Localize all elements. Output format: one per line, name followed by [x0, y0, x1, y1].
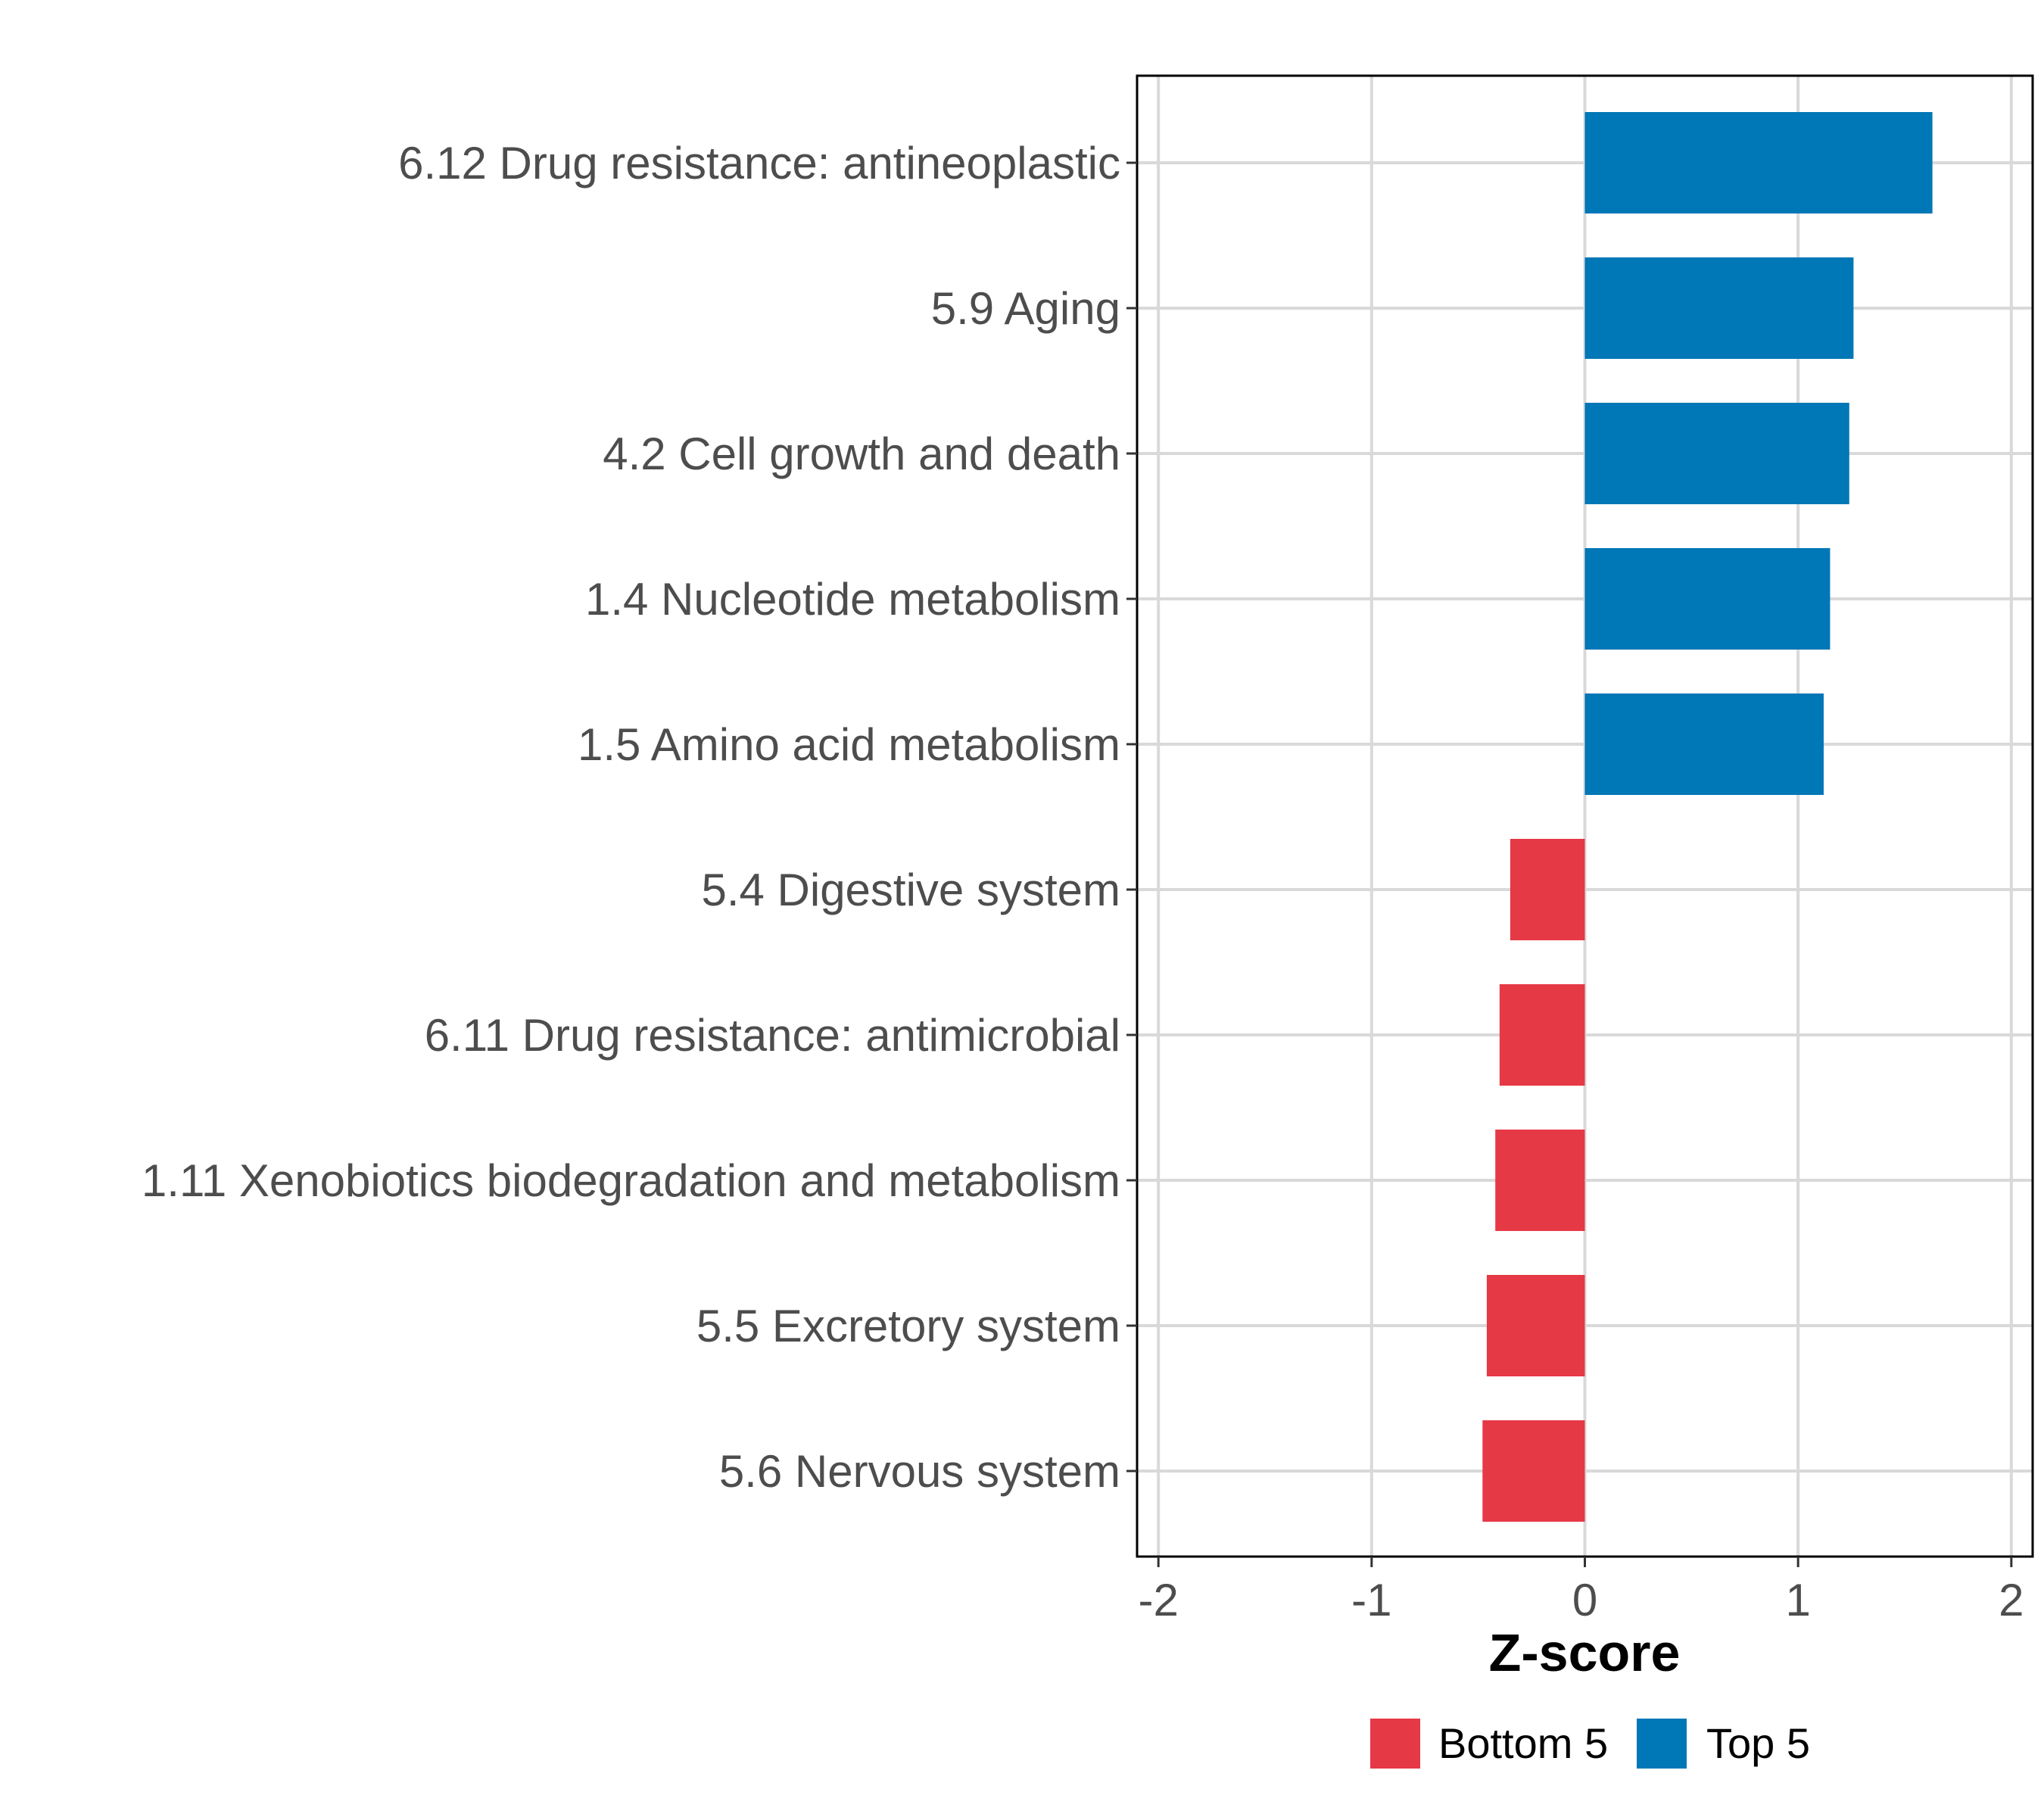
- category-label: 1.5 Amino acid metabolism: [578, 719, 1120, 770]
- bar-top5: [1584, 403, 1849, 504]
- legend-swatch-top5: [1637, 1719, 1687, 1769]
- bar-bottom5: [1482, 1420, 1585, 1522]
- category-label: 4.2 Cell growth and death: [603, 429, 1120, 479]
- category-label: 5.6 Nervous system: [719, 1446, 1120, 1497]
- x-tick-label: 0: [1572, 1575, 1597, 1625]
- legend-label-bottom5: Bottom 5: [1438, 1719, 1608, 1767]
- category-label: 6.12 Drug resistance: antineoplastic: [398, 138, 1120, 189]
- category-label: 1.4 Nucleotide metabolism: [585, 574, 1120, 625]
- bar-top5: [1584, 257, 1854, 359]
- x-tick-label: -1: [1351, 1575, 1391, 1625]
- axis-ticks: [1126, 161, 2013, 1567]
- x-axis-title: Z-score: [1489, 1623, 1681, 1682]
- bars: [1482, 112, 1933, 1522]
- category-label: 5.9 Aging: [931, 283, 1120, 334]
- category-label: 5.4 Digestive system: [701, 865, 1120, 915]
- x-tick-label: 2: [1999, 1575, 2024, 1625]
- axis-labels: -2 -1 0 1 2 6.12 Drug resistance: antineoplas…: [142, 138, 2024, 1625]
- x-tick-label: -2: [1138, 1575, 1178, 1625]
- bar-top5: [1584, 112, 1933, 213]
- bar-bottom5: [1510, 839, 1585, 940]
- bar-bottom5: [1495, 1130, 1585, 1231]
- legend-label-top5: Top 5: [1706, 1719, 1810, 1767]
- category-label: 5.5 Excretory system: [696, 1301, 1120, 1351]
- legend-swatch-bottom5: [1370, 1719, 1420, 1769]
- category-label: 1.11 Xenobiotics biodegradation and meta…: [142, 1155, 1120, 1206]
- bar-bottom5: [1499, 984, 1585, 1086]
- bar-top5: [1584, 693, 1824, 795]
- x-tick-label: 1: [1785, 1575, 1810, 1625]
- bar-bottom5: [1486, 1275, 1585, 1376]
- bar-top5: [1584, 548, 1831, 650]
- legend: Bottom 5 Top 5: [1370, 1719, 1810, 1769]
- category-label: 6.11 Drug resistance: antimicrobial: [425, 1010, 1120, 1061]
